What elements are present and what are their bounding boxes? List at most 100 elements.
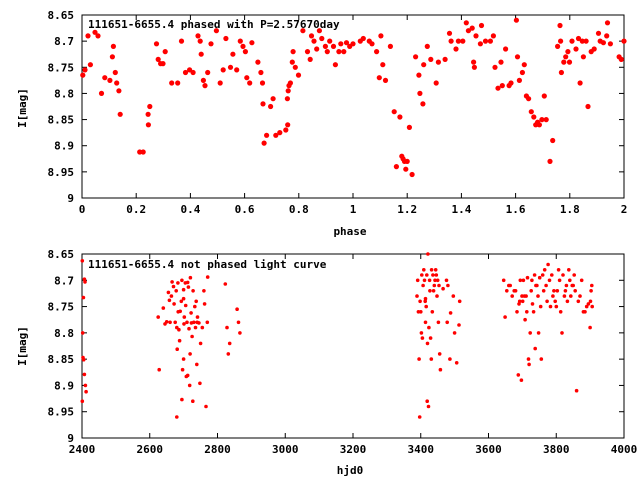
phased-y-axis-label: I[mag] [16,88,29,128]
phased-data-point [380,62,386,68]
phased-data-point [327,38,333,44]
phased-data-point [406,124,412,130]
unphased-data-point [425,273,429,277]
unphased-data-point [429,357,434,361]
unphased-x-tick-label: 3200 [340,443,367,456]
unphased-data-point [562,294,567,298]
unphased-data-point [556,268,561,272]
unphased-data-point [448,311,453,315]
unphased-y-tick-label: 8.7 [54,274,74,287]
unphased-data-point [198,341,203,346]
unphased-data-point [179,299,184,304]
phased-data-point [295,72,302,78]
unphased-data-point [561,273,565,277]
phased-data-point [242,49,248,55]
phased-data-point [428,56,434,63]
unphased-data-point [175,347,179,352]
unphased-data-point [517,299,522,304]
phased-data-point [208,41,214,47]
unphased-data-point [181,296,186,301]
phased-data-point [308,33,315,39]
phased-data-point [541,93,547,99]
phased-data-point [332,62,338,68]
unphased-data-point [424,304,429,309]
phased-data-point [585,103,591,110]
phased-data-point [453,46,459,52]
phased-data-point [482,38,489,44]
unphased-data-point [182,315,187,319]
phased-data-point [409,171,415,178]
unphased-data-point [426,252,430,256]
unphased-data-point [569,294,573,298]
phased-data-point [85,33,91,39]
unphased-data-point [417,415,422,419]
phased-data-point [566,59,573,65]
phased-data-point [473,33,479,39]
unphased-data-point [182,322,186,326]
phased-data-point [420,101,426,107]
unphased-data-point [552,289,556,293]
phased-data-point [247,80,253,86]
phased-data-point [604,33,610,39]
phased-data-point [565,49,571,55]
phased-data-point [182,69,189,76]
phased-data-point [397,114,403,120]
unphased-x-tick-label: 3400 [408,443,435,456]
phased-data-point [255,59,261,65]
phased-x-tick-label: 0.2 [126,203,146,216]
unphased-data-point [421,283,425,288]
unphased-data-point [519,378,524,383]
phased-data-point [259,80,266,86]
phased-data-point [577,80,583,86]
phased-data-point [290,49,296,55]
unphased-panel: 111651-6655.4 not phased light curve hjd… [16,248,637,477]
phased-data-point [213,28,219,34]
phased-data-point [147,103,153,110]
unphased-data-point [185,320,189,325]
phased-data-point [268,103,274,110]
unphased-data-point [226,352,231,356]
unphased-data-point [425,399,430,404]
phased-points [80,17,627,178]
phased-data-point [455,38,461,44]
phased-data-point [140,149,146,155]
unphased-data-point [431,289,436,293]
unphased-data-point [427,325,431,330]
phased-data-point [285,88,291,94]
phased-data-point [478,22,485,29]
unphased-data-point [227,341,232,346]
unphased-data-point [444,278,449,283]
phased-data-point [343,40,350,46]
unphased-data-point [554,304,559,309]
unphased-data-point [420,336,425,340]
phased-data-point [284,96,290,102]
phased-data-point [112,69,118,76]
phased-data-point [569,38,575,44]
phased-data-point [87,62,93,68]
unphased-data-point [505,289,509,293]
phased-data-point [374,49,380,55]
unphased-data-point [415,278,420,283]
phased-data-point [579,38,585,44]
phased-data-point [80,72,86,78]
phased-x-tick-label: 1.6 [506,203,526,216]
unphased-data-point [503,315,507,319]
phased-data-point [558,38,564,44]
unphased-ticks: 2400 2600 2800 3000 3200 3400 3600 3800 4000 8.65… [48,248,638,456]
unphased-data-point [236,320,241,325]
phased-data-point [292,64,298,70]
unphased-data-point [533,346,537,351]
phased-data-point [490,33,496,39]
unphased-data-point [180,397,184,402]
phased-data-point [448,38,454,44]
phased-data-point [442,56,448,63]
unphased-data-point [537,275,542,280]
unphased-data-point [429,268,434,272]
phased-data-point [471,59,477,65]
phased-data-point [417,90,423,96]
unphased-data-point [80,331,85,335]
unphased-data-point [560,331,564,335]
unphased-data-point [156,315,160,319]
phased-data-point [519,69,526,76]
phased-data-point [160,61,166,67]
